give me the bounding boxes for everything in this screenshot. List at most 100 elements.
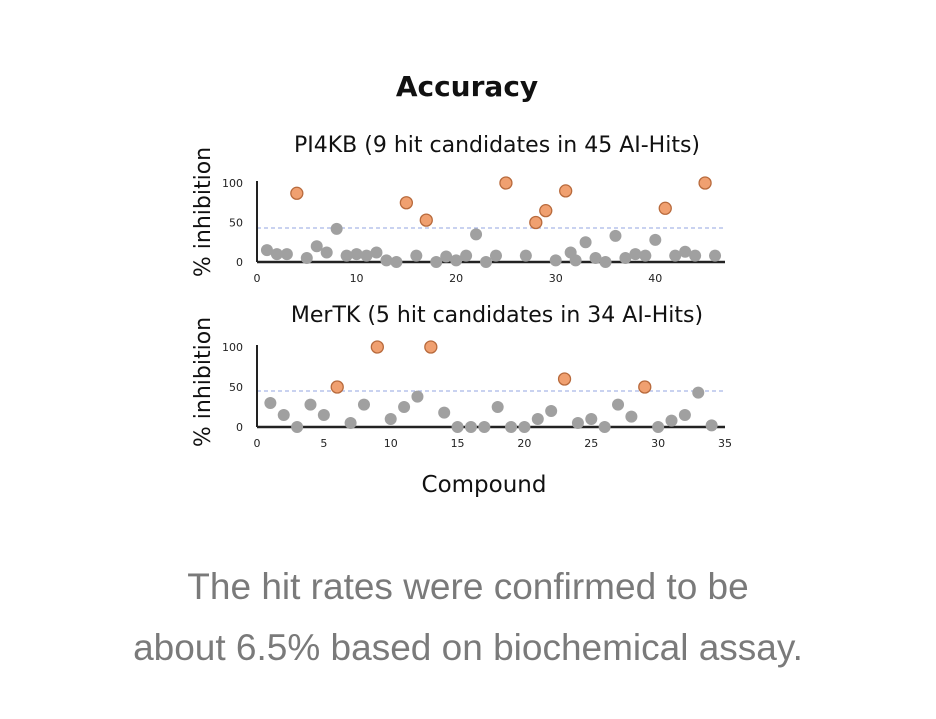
main-title: Accuracy: [396, 70, 538, 103]
x-tick-label: 20: [449, 272, 463, 285]
chart-title: MerTK (5 hit candidates in 34 AI-Hits): [291, 303, 703, 328]
non-hit-point: [612, 398, 625, 411]
non-hit-point: [665, 414, 678, 427]
non-hit-point: [320, 246, 333, 259]
y-tick-label: 0: [236, 256, 243, 269]
non-hit-point: [679, 245, 692, 258]
hit-point: [698, 176, 712, 190]
x-tick-label: 30: [549, 272, 563, 285]
hit-point: [330, 380, 344, 394]
non-hit-point: [300, 252, 313, 265]
non-hit-point: [480, 256, 493, 268]
x-tick-label: 0: [254, 437, 261, 450]
non-hit-point: [380, 254, 393, 267]
x-tick-label: 15: [451, 437, 465, 450]
non-hit-point: [360, 249, 373, 262]
non-hit-point: [398, 401, 411, 413]
non-hit-point: [270, 248, 283, 261]
x-tick-label: 0: [254, 272, 261, 285]
non-hit-point: [549, 254, 562, 267]
non-hit-point: [678, 409, 691, 421]
x-tick-label: 5: [320, 437, 327, 450]
non-hit-point: [304, 398, 317, 411]
non-hit-point: [609, 229, 622, 242]
non-hit-point: [264, 397, 277, 409]
non-hit-point: [589, 252, 602, 265]
non-hit-point: [491, 401, 504, 413]
hit-point: [290, 186, 304, 200]
x-tick-label: 40: [648, 272, 662, 285]
non-hit-point: [518, 421, 531, 433]
non-hit-point: [478, 421, 491, 433]
non-hit-point: [689, 249, 702, 262]
non-hit-point: [357, 398, 370, 411]
chart-title: PI4KB (9 hit candidates in 45 AI-Hits): [294, 133, 700, 158]
non-hit-point: [438, 406, 451, 419]
non-hit-point: [464, 421, 477, 433]
y-tick-label: 50: [229, 217, 243, 230]
non-hit-point: [260, 244, 273, 257]
x-tick-label: 10: [384, 437, 398, 450]
hit-point: [529, 215, 543, 230]
hit-point: [499, 176, 513, 190]
non-hit-point: [709, 249, 722, 262]
non-hit-point: [625, 410, 638, 423]
non-hit-point: [451, 421, 464, 433]
non-hit-point: [470, 228, 483, 241]
caption-line-2: about 6.5% based on biochemical assay.: [133, 627, 803, 668]
hit-point: [557, 372, 572, 386]
hit-point: [424, 340, 438, 354]
non-hit-point: [569, 254, 582, 267]
y-axis-label: % inhibition: [191, 317, 216, 447]
hit-point: [539, 203, 553, 218]
non-hit-point: [705, 419, 718, 432]
non-hit-point: [585, 413, 598, 425]
non-hit-point: [277, 409, 290, 421]
y-axis-label: % inhibition: [191, 147, 216, 277]
non-hit-point: [450, 254, 463, 267]
y-tick-label: 50: [229, 381, 243, 394]
non-hit-point: [579, 236, 592, 249]
x-tick-label: 35: [718, 437, 732, 450]
non-hit-point: [310, 240, 323, 253]
non-hit-point: [652, 421, 665, 433]
chart-mertk: MerTK (5 hit candidates in 34 AI-Hits) % …: [191, 303, 732, 450]
non-hit-point: [440, 250, 453, 263]
hit-point: [370, 340, 384, 354]
non-hit-point: [489, 249, 502, 262]
non-hit-point: [344, 417, 357, 429]
x-tick-label: 25: [584, 437, 598, 450]
hit-point: [638, 380, 652, 394]
non-hit-point: [384, 413, 397, 425]
x-tick-label: 30: [651, 437, 665, 450]
y-tick-label: 100: [222, 177, 243, 190]
hit-point: [399, 196, 414, 210]
caption-line-1: The hit rates were confirmed to be: [187, 566, 749, 607]
hit-point: [419, 213, 433, 227]
non-hit-point: [619, 252, 632, 265]
non-hit-point: [519, 249, 532, 262]
non-hit-point: [571, 417, 584, 429]
non-hit-point: [340, 249, 353, 262]
non-hit-point: [350, 248, 363, 261]
x-axis-label: Compound: [422, 472, 547, 498]
non-hit-point: [639, 249, 652, 262]
non-hit-point: [370, 246, 383, 259]
non-hit-point: [599, 256, 612, 268]
non-hit-point: [411, 390, 424, 403]
non-hit-point: [460, 249, 473, 262]
non-hit-point: [430, 256, 443, 268]
non-hit-point: [692, 386, 705, 399]
non-hit-point: [317, 409, 330, 421]
non-hit-point: [629, 248, 642, 261]
non-hit-point: [410, 249, 423, 262]
y-tick-label: 100: [222, 341, 243, 354]
non-hit-point: [280, 248, 293, 261]
non-hit-point: [649, 233, 662, 246]
chart-pi4kb: PI4KB (9 hit candidates in 45 AI-Hits) % …: [191, 133, 725, 285]
non-hit-point: [330, 222, 343, 235]
y-tick-label: 0: [236, 421, 243, 434]
non-hit-point: [505, 421, 518, 433]
hit-point: [559, 184, 573, 198]
